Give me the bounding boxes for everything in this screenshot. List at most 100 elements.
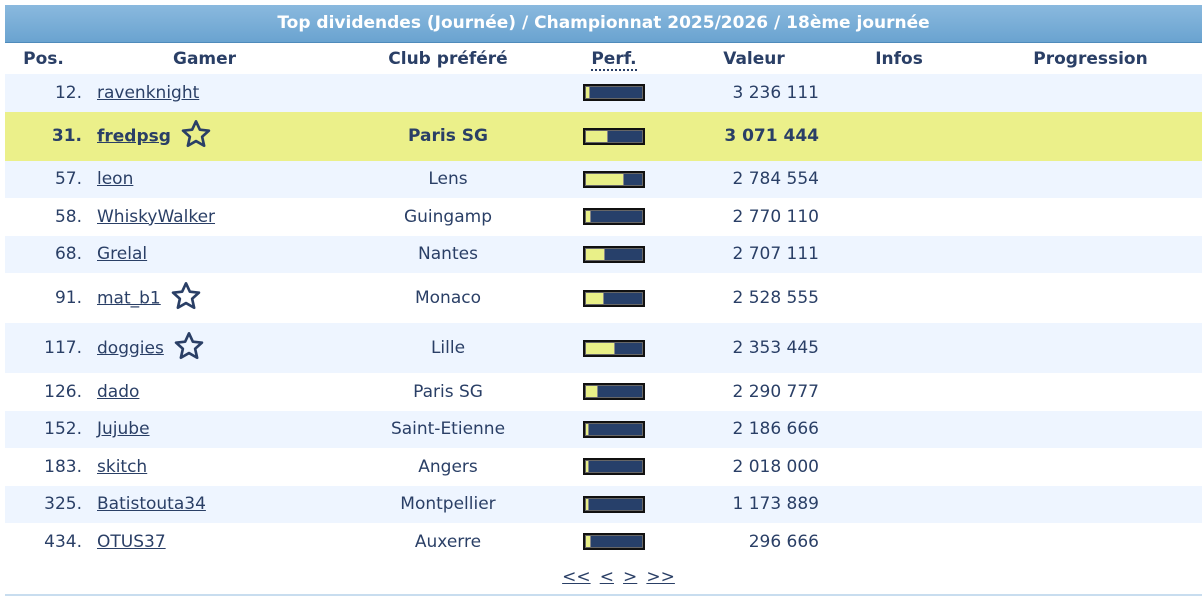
- club: Paris SG: [408, 126, 488, 146]
- position: 152.: [44, 419, 82, 440]
- perf-bar: [583, 339, 645, 357]
- col-infos: Infos: [875, 48, 923, 69]
- last-page-link[interactable]: >>: [646, 566, 675, 587]
- infos: [819, 236, 979, 274]
- progression: [979, 198, 1202, 236]
- perf-bar-fill: [586, 173, 624, 185]
- next-page-link[interactable]: >: [623, 566, 638, 587]
- position: 12.: [54, 82, 82, 103]
- progression: [979, 411, 1202, 449]
- gamer-link[interactable]: Batistouta34: [97, 494, 206, 515]
- position: 91.: [54, 288, 82, 308]
- perf-bar-fill: [586, 292, 604, 304]
- perf-bar: [583, 289, 645, 307]
- prev-page-link[interactable]: <: [599, 566, 614, 587]
- club: Paris SG: [413, 381, 483, 402]
- infos: [819, 161, 979, 199]
- valeur: 2 770 110: [732, 206, 819, 227]
- progression: [979, 161, 1202, 199]
- gamer-cell: skitch: [97, 448, 357, 486]
- perf-cell: [539, 448, 689, 486]
- club: Nantes: [418, 244, 478, 265]
- gamer-cell: dado: [97, 373, 357, 411]
- star-icon[interactable]: [172, 330, 206, 367]
- position: 117.: [44, 338, 82, 358]
- progression: [979, 486, 1202, 524]
- perf-cell: [539, 486, 689, 524]
- club: Montpellier: [400, 494, 496, 515]
- gamer-link[interactable]: mat_b1: [97, 288, 161, 308]
- club: Lens: [428, 169, 468, 190]
- perf-cell: [539, 198, 689, 236]
- perf-bar-fill: [586, 248, 606, 260]
- gamer-link[interactable]: skitch: [97, 456, 148, 477]
- perf-cell: [539, 273, 689, 323]
- first-page-link[interactable]: <<: [562, 566, 591, 587]
- gamer-link[interactable]: ravenknight: [97, 82, 200, 103]
- perf-cell: [539, 373, 689, 411]
- position: 57.: [54, 169, 82, 190]
- table-row: 91. mat_b1 Monaco 2 528 555: [5, 273, 1202, 323]
- gamer-link[interactable]: dado: [97, 381, 140, 402]
- valeur: 1 173 889: [732, 494, 819, 515]
- gamer-cell: Grelal: [97, 236, 357, 274]
- position: 434.: [44, 531, 82, 552]
- perf-bar: [583, 208, 645, 226]
- club: Guingamp: [403, 206, 492, 227]
- col-progression: Progression: [1033, 48, 1148, 69]
- perf-cell: [539, 411, 689, 449]
- panel-title: Top dividendes (Journée) / Championnat 2…: [5, 5, 1202, 43]
- valeur: 3 236 111: [732, 82, 819, 103]
- club: Angers: [418, 456, 478, 477]
- gamer-link[interactable]: Jujube: [97, 419, 150, 440]
- perf-bar: [583, 383, 645, 401]
- perf-bar-fill: [586, 130, 609, 142]
- position: 58.: [54, 206, 82, 227]
- perf-cell: [539, 112, 689, 161]
- table-row: 68. Grelal Nantes 2 707 111: [5, 235, 1202, 274]
- gamer-link[interactable]: WhiskyWalker: [97, 206, 216, 227]
- valeur: 2 018 000: [732, 456, 819, 477]
- gamer-link[interactable]: OTUS37: [97, 531, 166, 552]
- infos: [819, 273, 979, 323]
- progression: [979, 236, 1202, 274]
- perf-cell: [539, 236, 689, 274]
- ranking-table: Pos. Gamer Club préféré Perf. Valeur Inf…: [5, 43, 1202, 561]
- gamer-link[interactable]: Grelal: [97, 244, 148, 265]
- progression: [979, 373, 1202, 411]
- gamer-link[interactable]: doggies: [97, 338, 164, 358]
- table-row: 434. OTUS37 Auxerre 296 666: [5, 523, 1202, 561]
- gamer-cell: ravenknight: [97, 74, 357, 112]
- col-gamer: Gamer: [173, 48, 237, 69]
- perf-bar-fill: [586, 461, 589, 473]
- table-row: 183. skitch Angers 2 018 000: [5, 448, 1202, 486]
- perf-cell: [539, 161, 689, 199]
- valeur: 2 290 777: [732, 381, 819, 402]
- star-icon[interactable]: [169, 280, 203, 317]
- club: Auxerre: [414, 531, 482, 552]
- gamer-cell: Jujube: [97, 411, 357, 449]
- club: Lille: [430, 338, 466, 358]
- perf-cell: [539, 523, 689, 561]
- infos: [819, 373, 979, 411]
- gamer-cell: mat_b1: [97, 273, 357, 323]
- gamer-link[interactable]: fredpsg: [97, 126, 171, 146]
- gamer-cell: leon: [97, 161, 357, 199]
- position: 31.: [51, 126, 82, 146]
- perf-bar: [583, 495, 645, 513]
- gamer-cell: WhiskyWalker: [97, 198, 357, 236]
- infos: [819, 74, 979, 112]
- progression: [979, 523, 1202, 561]
- table-row: 126. dado Paris SG 2 290 777: [5, 373, 1202, 411]
- table-row: 152. Jujube Saint-Etienne 2 186 666: [5, 410, 1202, 449]
- col-perf[interactable]: Perf.: [591, 48, 637, 71]
- star-icon[interactable]: [179, 118, 213, 155]
- valeur: 296 666: [748, 531, 819, 552]
- perf-bar: [583, 84, 645, 102]
- perf-bar-fill: [586, 87, 590, 99]
- infos: [819, 411, 979, 449]
- position: 183.: [44, 456, 82, 477]
- perf-bar-fill: [586, 498, 589, 510]
- gamer-link[interactable]: leon: [97, 169, 134, 190]
- position: 68.: [54, 244, 82, 265]
